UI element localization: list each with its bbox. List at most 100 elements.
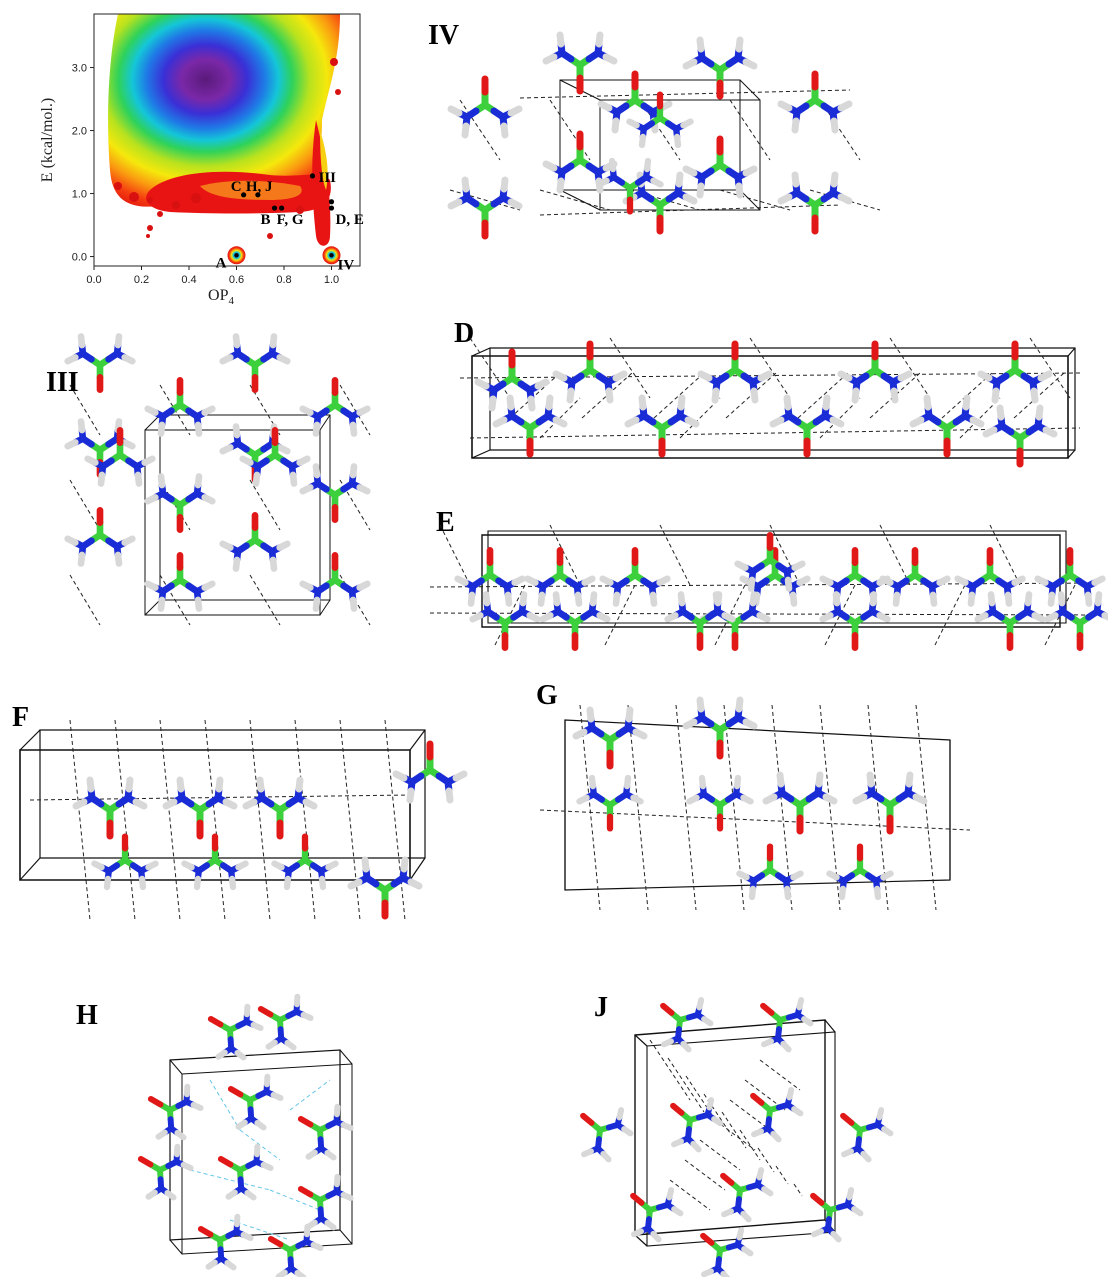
bond-half xyxy=(256,776,265,793)
bond-half xyxy=(720,1172,735,1186)
unit-cell-edge xyxy=(339,1049,353,1065)
bond-half xyxy=(137,1155,154,1168)
bond-half xyxy=(929,591,938,607)
bond-half xyxy=(826,870,840,881)
bond-half xyxy=(566,387,575,404)
bond-half xyxy=(447,105,463,117)
hydrogen-bond xyxy=(771,704,793,911)
bond-half xyxy=(252,471,261,487)
bond-half xyxy=(1042,426,1058,438)
bond-half xyxy=(233,1213,241,1228)
urea-molecule xyxy=(474,348,550,412)
bond-half xyxy=(791,1106,804,1117)
bond-half xyxy=(276,354,291,365)
bond-half xyxy=(780,1040,792,1053)
hydrogen-bond xyxy=(889,337,931,399)
bond-half xyxy=(144,580,159,591)
density-speck xyxy=(267,233,273,239)
bond-half xyxy=(811,1228,824,1238)
bond-half xyxy=(356,484,371,495)
urea-molecule xyxy=(977,340,1053,404)
unit-cell-edge xyxy=(319,414,331,431)
urea-molecule xyxy=(181,833,249,891)
hydrogen-bond xyxy=(289,1079,331,1111)
bond-half xyxy=(1031,612,1046,623)
bond-half xyxy=(574,591,583,607)
bond-half xyxy=(851,1206,864,1217)
unit-cell-edge xyxy=(1067,347,1076,357)
bond-half xyxy=(228,875,237,891)
bond-half xyxy=(265,1039,278,1050)
bond-half xyxy=(837,100,853,112)
bond-half xyxy=(656,575,671,586)
bond-half xyxy=(837,193,853,205)
hydrogen-bond xyxy=(684,1159,726,1191)
structure-iv-view xyxy=(447,31,881,240)
bond-half xyxy=(305,1149,318,1160)
bond-half xyxy=(243,1003,251,1018)
bond-half xyxy=(138,875,147,891)
hydrogen-bond xyxy=(959,397,1001,439)
bond-half xyxy=(157,421,166,437)
bond-half xyxy=(596,612,611,623)
bond-half xyxy=(954,575,969,586)
bond-half xyxy=(762,793,778,805)
hydrogen-bond xyxy=(269,1189,321,1211)
urea-molecule xyxy=(736,843,804,901)
bond-half xyxy=(474,378,490,390)
bond-half xyxy=(227,1085,244,1098)
bond-half xyxy=(860,1150,872,1163)
bond-half xyxy=(64,354,79,365)
y-tick-label: 0.0 xyxy=(72,252,87,264)
urea-molecule xyxy=(162,776,238,840)
urea-molecule xyxy=(84,426,156,487)
bond-half xyxy=(297,1185,314,1198)
density-speck xyxy=(296,206,304,214)
urea-molecule xyxy=(664,591,736,652)
bond-half xyxy=(340,1191,354,1202)
bond-half xyxy=(777,100,793,112)
urea-molecule xyxy=(137,1143,194,1201)
bond-half xyxy=(552,591,561,607)
unit-cell-edge xyxy=(559,189,601,211)
bond-half xyxy=(624,416,640,428)
bond-half xyxy=(267,1235,284,1248)
bond-half xyxy=(260,1161,274,1172)
bond-half xyxy=(312,596,321,612)
urea-molecule xyxy=(626,91,694,149)
bond-half xyxy=(524,575,539,586)
urea-molecule xyxy=(840,1107,894,1163)
bond-half xyxy=(740,794,754,805)
bond-half xyxy=(1084,591,1093,607)
urea-molecule xyxy=(447,75,523,139)
bond-half xyxy=(222,798,238,810)
bond-half xyxy=(638,394,647,411)
bond-half xyxy=(815,771,824,788)
hydrogen-bond xyxy=(69,574,101,626)
density-tail-inner xyxy=(200,180,302,200)
bond-half xyxy=(302,798,318,810)
urea-molecule xyxy=(1034,546,1106,607)
bond-half xyxy=(740,1210,752,1223)
bond-half xyxy=(275,1269,288,1277)
bond-half xyxy=(682,165,698,177)
bond-half xyxy=(909,416,925,428)
hydrogen-bond xyxy=(667,1057,705,1113)
hydrogen-bond xyxy=(239,1129,281,1161)
bond-half xyxy=(400,856,409,873)
bond-half xyxy=(602,53,618,65)
bond-half xyxy=(276,540,291,551)
bond-half xyxy=(736,1227,745,1241)
bond-half xyxy=(661,1038,674,1048)
data-point-label: B xyxy=(260,212,270,228)
bond-half xyxy=(507,198,523,210)
bond-half xyxy=(581,1148,594,1158)
hydrogen-bond xyxy=(649,1039,691,1101)
bond-half xyxy=(682,193,698,205)
hydrogen-bond xyxy=(739,1129,761,1161)
bond-half xyxy=(235,860,249,871)
structure-d-panel: D xyxy=(450,318,1090,478)
bond-half xyxy=(612,591,621,607)
data-point-label: F, G xyxy=(277,212,304,228)
bond-half xyxy=(631,1228,644,1238)
